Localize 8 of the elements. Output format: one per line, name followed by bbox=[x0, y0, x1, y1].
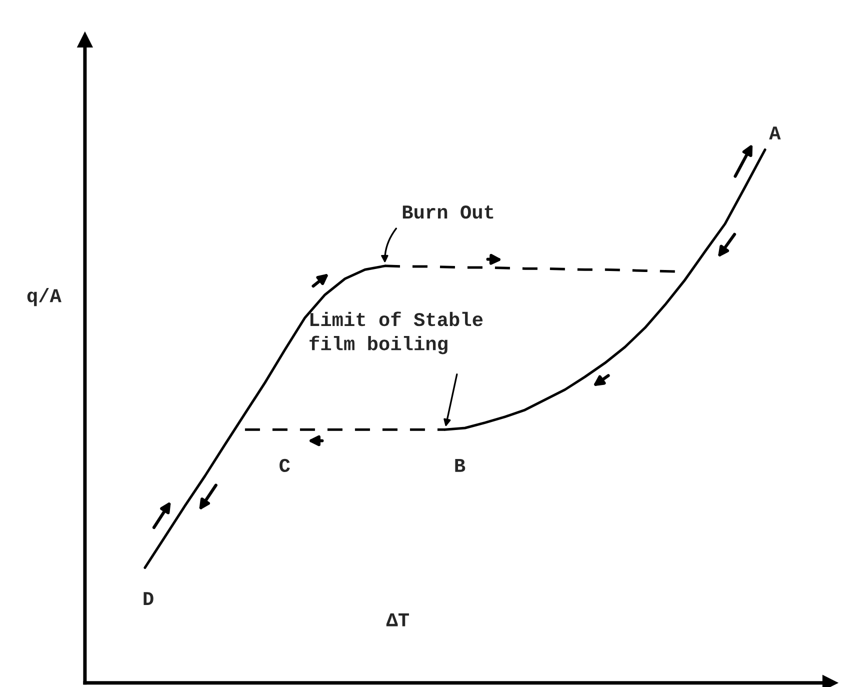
annotation: Limit of Stable film boiling bbox=[310, 312, 483, 354]
text: A bbox=[769, 126, 781, 140]
annotation: C bbox=[280, 458, 290, 472]
annotation: Burn Out bbox=[402, 205, 494, 219]
annotation: D bbox=[144, 592, 154, 605]
x-axis-title: ΔT bbox=[386, 613, 409, 626]
y-axis-title: q/A bbox=[27, 288, 62, 306]
annotation: B bbox=[455, 459, 466, 472]
